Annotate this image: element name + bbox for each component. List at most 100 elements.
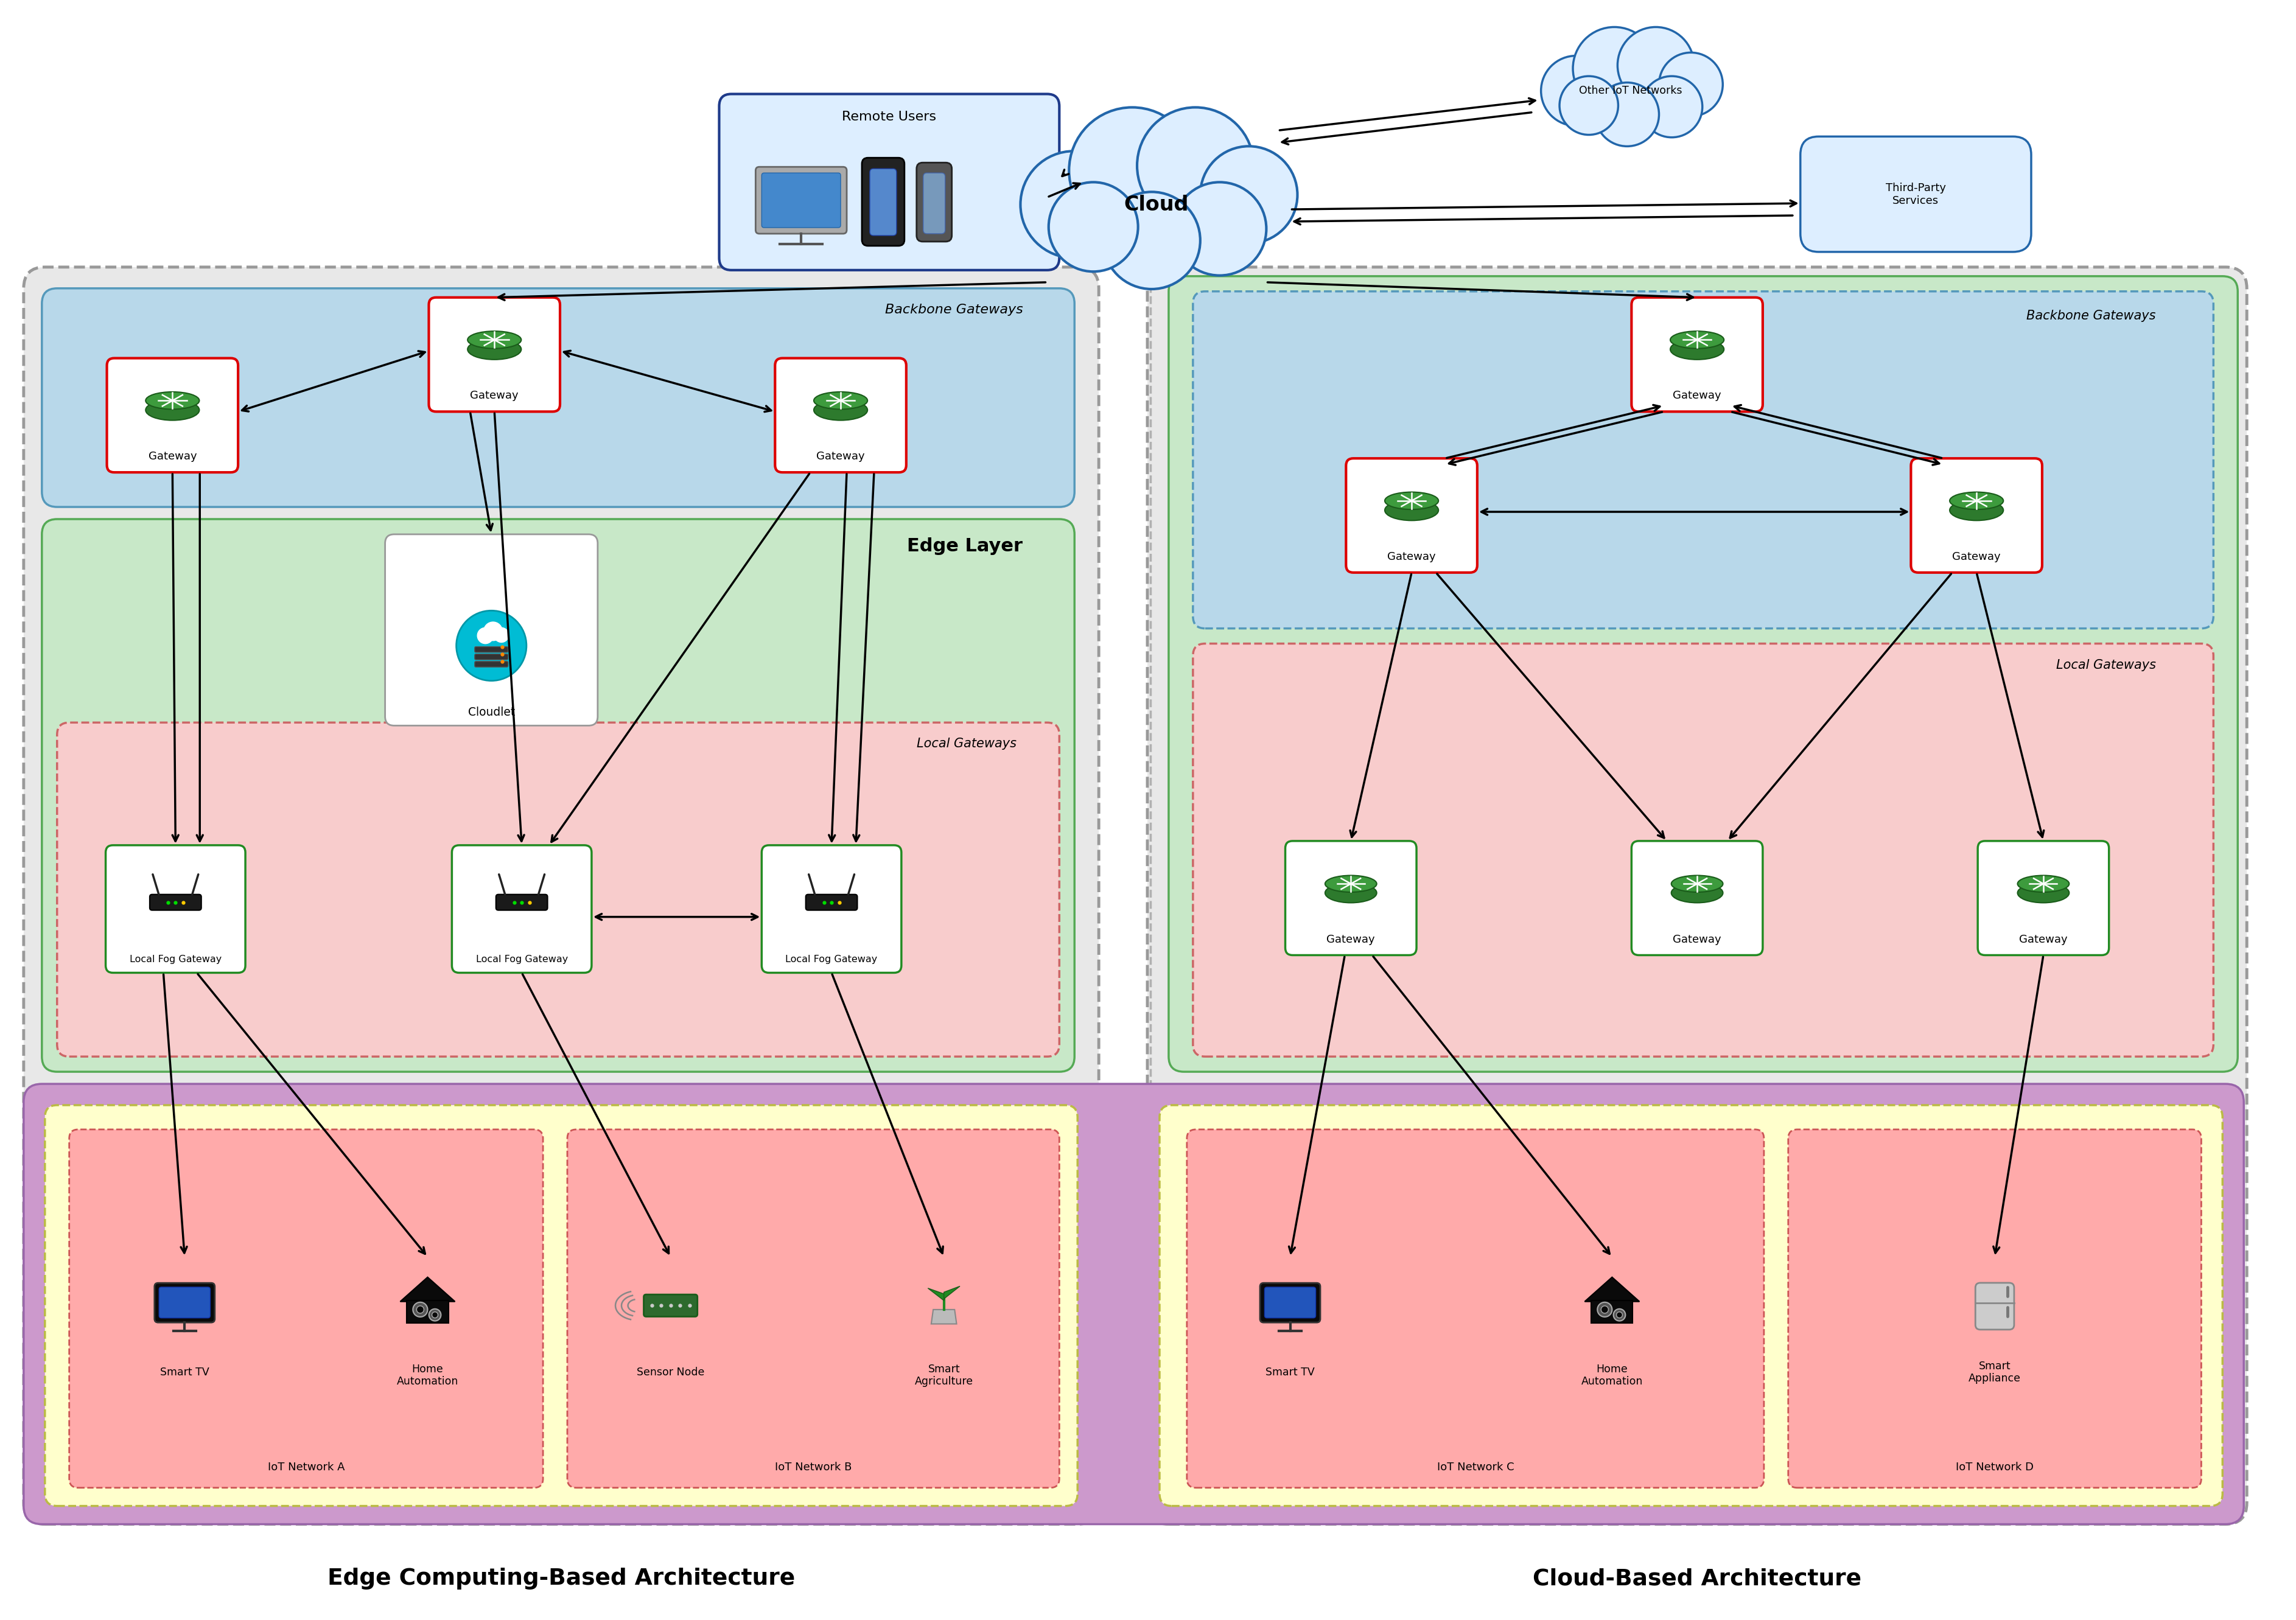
- FancyBboxPatch shape: [108, 358, 239, 473]
- FancyBboxPatch shape: [23, 1084, 2243, 1524]
- Ellipse shape: [1669, 339, 1724, 360]
- Circle shape: [494, 627, 510, 642]
- Text: Sensor Node: Sensor Node: [636, 1367, 705, 1379]
- Text: Gateway: Gateway: [815, 450, 866, 462]
- Circle shape: [1616, 1312, 1621, 1319]
- FancyBboxPatch shape: [1192, 292, 2213, 629]
- FancyBboxPatch shape: [719, 94, 1058, 271]
- Circle shape: [478, 627, 494, 643]
- FancyBboxPatch shape: [1286, 841, 1417, 956]
- FancyBboxPatch shape: [158, 1288, 211, 1319]
- FancyBboxPatch shape: [496, 894, 546, 910]
- FancyBboxPatch shape: [1159, 1105, 2223, 1507]
- FancyBboxPatch shape: [41, 288, 1075, 507]
- Bar: [406, 1301, 448, 1324]
- Polygon shape: [1584, 1277, 1639, 1301]
- FancyBboxPatch shape: [149, 894, 202, 910]
- FancyBboxPatch shape: [475, 654, 507, 659]
- FancyBboxPatch shape: [1789, 1129, 2200, 1487]
- FancyBboxPatch shape: [1630, 298, 1763, 411]
- Text: Smart TV: Smart TV: [1265, 1367, 1313, 1379]
- Text: Cloud: Cloud: [1123, 194, 1189, 214]
- FancyBboxPatch shape: [1169, 275, 2236, 1072]
- Circle shape: [1137, 107, 1254, 224]
- Text: Smart TV: Smart TV: [161, 1367, 209, 1379]
- Circle shape: [1616, 28, 1694, 104]
- Polygon shape: [930, 1309, 957, 1324]
- Ellipse shape: [1949, 501, 2002, 520]
- Text: Gateway: Gateway: [1671, 390, 1722, 402]
- FancyBboxPatch shape: [1265, 1288, 1316, 1319]
- Bar: [1591, 1301, 1632, 1324]
- Text: Edge Computing-Based Architecture: Edge Computing-Based Architecture: [328, 1568, 794, 1589]
- Text: IoT Network D: IoT Network D: [1956, 1461, 2034, 1473]
- Text: Smart
Agriculture: Smart Agriculture: [914, 1364, 974, 1387]
- Ellipse shape: [2016, 875, 2069, 893]
- FancyBboxPatch shape: [41, 518, 1075, 1072]
- Text: Gateway: Gateway: [149, 450, 197, 462]
- FancyBboxPatch shape: [643, 1294, 698, 1317]
- FancyBboxPatch shape: [870, 168, 895, 235]
- FancyBboxPatch shape: [1345, 458, 1476, 572]
- Circle shape: [1642, 76, 1701, 138]
- FancyBboxPatch shape: [916, 162, 951, 241]
- Text: Local Fog Gateway: Local Fog Gateway: [785, 954, 877, 964]
- Ellipse shape: [1384, 501, 1437, 520]
- Circle shape: [1658, 52, 1722, 117]
- FancyBboxPatch shape: [774, 358, 907, 473]
- FancyBboxPatch shape: [46, 1105, 1077, 1507]
- Circle shape: [1600, 1306, 1607, 1314]
- Text: IoT Node Layer: IoT Node Layer: [1570, 1471, 1713, 1487]
- Ellipse shape: [1949, 492, 2002, 509]
- FancyBboxPatch shape: [475, 646, 507, 653]
- Text: Cloudlet: Cloudlet: [468, 706, 514, 718]
- Circle shape: [432, 1312, 439, 1319]
- Text: Local Gateways: Local Gateways: [916, 737, 1017, 750]
- Ellipse shape: [468, 330, 521, 348]
- Ellipse shape: [145, 392, 200, 410]
- FancyBboxPatch shape: [762, 846, 900, 972]
- Ellipse shape: [1669, 330, 1724, 348]
- Ellipse shape: [2016, 883, 2069, 902]
- Circle shape: [413, 1302, 427, 1317]
- FancyBboxPatch shape: [755, 167, 847, 233]
- Ellipse shape: [1671, 875, 1722, 893]
- Ellipse shape: [1671, 883, 1722, 902]
- FancyBboxPatch shape: [106, 846, 246, 972]
- Ellipse shape: [813, 400, 868, 420]
- Text: Local Fog Gateway: Local Fog Gateway: [475, 954, 567, 964]
- Text: Home
Automation: Home Automation: [397, 1364, 459, 1387]
- Text: Third-Party
Services: Third-Party Services: [1885, 183, 1945, 206]
- Text: Gateway: Gateway: [471, 390, 519, 402]
- Circle shape: [1102, 191, 1201, 288]
- Ellipse shape: [813, 392, 868, 410]
- Text: Other IoT Networks: Other IoT Networks: [1577, 86, 1681, 96]
- Circle shape: [1068, 107, 1194, 233]
- Text: Gateway: Gateway: [1387, 551, 1435, 562]
- Circle shape: [1573, 28, 1655, 110]
- FancyBboxPatch shape: [1977, 841, 2108, 956]
- FancyBboxPatch shape: [1261, 1283, 1320, 1322]
- FancyBboxPatch shape: [386, 535, 597, 726]
- Circle shape: [1019, 151, 1127, 258]
- Circle shape: [457, 611, 526, 680]
- Text: Local Fog Gateway: Local Fog Gateway: [129, 954, 220, 964]
- FancyBboxPatch shape: [762, 173, 840, 227]
- Ellipse shape: [145, 400, 200, 420]
- Ellipse shape: [1384, 492, 1437, 509]
- Ellipse shape: [1325, 883, 1375, 902]
- Circle shape: [484, 622, 503, 640]
- Circle shape: [1173, 181, 1265, 275]
- Text: Smart
Appliance: Smart Appliance: [1968, 1361, 2020, 1383]
- Text: Edge Layer: Edge Layer: [907, 538, 1022, 556]
- Text: Remote Users: Remote Users: [843, 112, 937, 123]
- FancyBboxPatch shape: [1910, 458, 2041, 572]
- Polygon shape: [944, 1286, 960, 1299]
- FancyBboxPatch shape: [429, 298, 560, 411]
- FancyBboxPatch shape: [452, 846, 592, 972]
- Text: Home
Automation: Home Automation: [1582, 1364, 1642, 1387]
- Text: IoT Network C: IoT Network C: [1437, 1461, 1513, 1473]
- FancyBboxPatch shape: [1148, 267, 2245, 1524]
- Text: Gateway Layer: Gateway Layer: [2025, 292, 2179, 309]
- Circle shape: [1596, 83, 1658, 146]
